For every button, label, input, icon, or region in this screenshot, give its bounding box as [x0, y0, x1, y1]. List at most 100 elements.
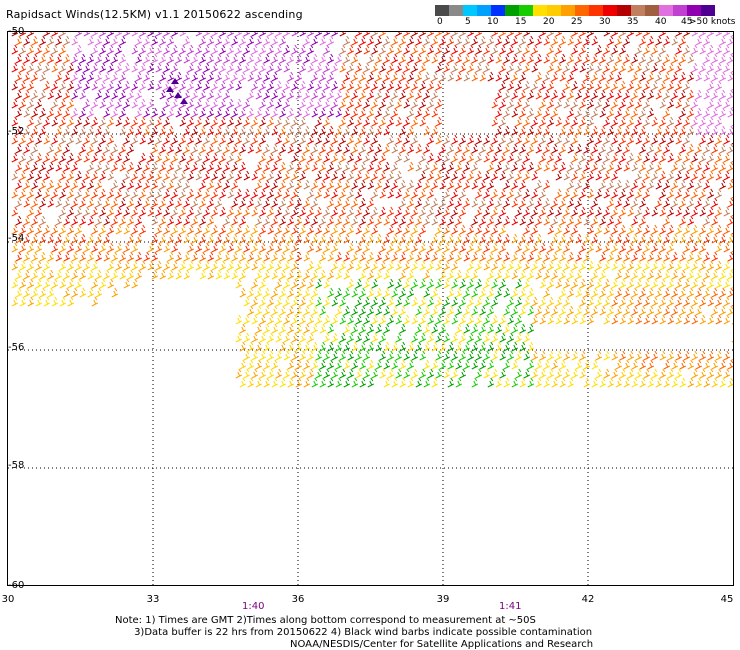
wind-barb — [211, 32, 219, 37]
wind-barb — [123, 242, 131, 253]
wind-barb — [439, 35, 447, 46]
wind-barb — [295, 359, 303, 370]
wind-barb — [287, 377, 295, 388]
wind-barb — [555, 278, 563, 289]
wind-barb — [235, 134, 243, 145]
note-line: 3)Data buffer is 22 hrs from 20150622 4)… — [115, 626, 593, 638]
wind-barb — [455, 197, 463, 208]
wind-barb — [555, 98, 563, 109]
wind-barb — [63, 215, 71, 226]
wind-barb — [39, 269, 47, 280]
wind-barb — [351, 161, 359, 172]
wind-barb — [711, 53, 719, 64]
wind-barb — [11, 188, 19, 199]
wind-barb — [195, 98, 203, 109]
wind-barb — [255, 197, 263, 208]
wind-barb — [655, 233, 663, 244]
wind-barb — [11, 134, 19, 145]
credit-line: NOAA/NESDIS/Center for Satellite Applica… — [290, 639, 594, 650]
wind-barb — [303, 323, 311, 334]
wind-barb — [631, 215, 639, 226]
wind-barb — [147, 152, 155, 163]
legend-swatch — [449, 5, 463, 16]
wind-barb — [311, 197, 319, 208]
wind-barb — [283, 332, 291, 343]
wind-barb — [555, 314, 563, 325]
wind-barb — [283, 242, 291, 253]
wind-barb — [727, 377, 733, 388]
wind-barb — [403, 350, 411, 361]
wind-barb — [647, 251, 655, 262]
wind-barb — [379, 116, 387, 127]
wind-barb — [387, 116, 395, 127]
wind-barb — [251, 314, 259, 325]
wind-barb — [707, 206, 715, 217]
wind-barb — [311, 35, 319, 46]
wind-barb — [319, 269, 327, 280]
wind-barb — [619, 134, 627, 145]
wind-barb — [491, 44, 499, 55]
wind-barb — [659, 260, 667, 271]
wind-barb — [195, 44, 203, 55]
wind-barb — [511, 161, 519, 172]
legend-swatch — [659, 5, 673, 16]
wind-barb — [483, 44, 491, 55]
wind-barb — [279, 197, 287, 208]
wind-barb — [287, 197, 295, 208]
wind-barb — [555, 260, 563, 271]
wind-barb — [703, 233, 711, 244]
wind-barb — [83, 170, 91, 181]
wind-barb — [395, 62, 403, 73]
wind-barb — [711, 197, 719, 208]
wind-barb — [27, 116, 35, 127]
wind-barb — [463, 287, 471, 298]
wind-barb — [135, 125, 143, 136]
wind-barb — [615, 215, 623, 226]
wind-barb — [23, 233, 31, 244]
wind-barb — [471, 179, 479, 190]
wind-barb — [359, 215, 367, 226]
wind-barb — [159, 125, 167, 136]
wind-barb — [603, 152, 611, 163]
wind-barb — [207, 251, 215, 262]
wind-barb — [303, 305, 311, 316]
wind-barb — [167, 215, 175, 226]
wind-barb — [87, 233, 95, 244]
wind-barb — [95, 287, 103, 298]
wind-barb — [199, 197, 207, 208]
wind-barb — [647, 89, 655, 100]
latitude-label: -50 — [8, 26, 25, 37]
wind-barb — [523, 188, 531, 199]
wind-barb — [267, 332, 275, 343]
wind-barb — [603, 206, 611, 217]
wind-barb — [131, 260, 139, 271]
wind-barb — [131, 44, 139, 55]
wind-barb — [291, 224, 299, 235]
wind-barb — [619, 278, 627, 289]
wind-barb — [171, 188, 179, 199]
wind-barb — [283, 224, 291, 235]
wind-barb — [355, 116, 363, 127]
wind-barb — [503, 89, 511, 100]
wind-barb — [295, 125, 303, 136]
wind-barb — [447, 53, 455, 64]
wind-barb — [107, 44, 115, 55]
wind-barb — [363, 44, 371, 55]
wind-barb — [335, 215, 343, 226]
wind-barb — [443, 44, 451, 55]
wind-barb — [647, 305, 655, 316]
wind-barb — [703, 89, 711, 100]
wind-barb — [587, 260, 595, 271]
wind-barb — [343, 377, 351, 388]
wind-barb — [91, 206, 99, 217]
wind-barb — [571, 134, 579, 145]
wind-barb — [495, 125, 503, 136]
wind-barb — [151, 53, 159, 64]
wind-barb — [219, 206, 227, 217]
wind-barb — [635, 242, 643, 253]
wind-barb — [331, 134, 339, 145]
wind-barb — [223, 53, 231, 64]
wind-barb — [295, 143, 303, 154]
wind-barb — [587, 296, 595, 307]
wind-barb — [695, 89, 703, 100]
